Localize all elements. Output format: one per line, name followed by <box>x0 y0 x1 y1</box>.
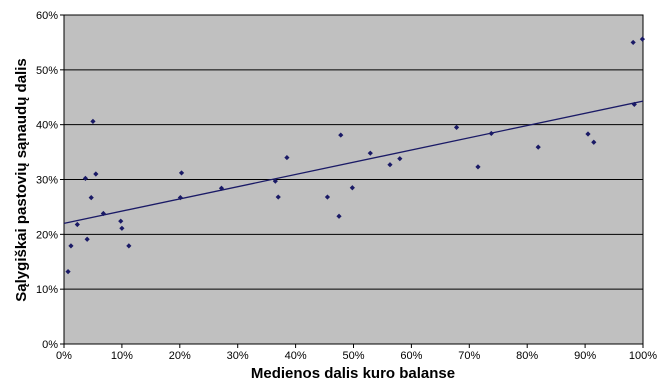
data-point <box>118 218 124 224</box>
data-point <box>475 164 481 170</box>
x-tick-label: 100% <box>629 350 657 362</box>
y-tick-label: 40% <box>36 120 58 132</box>
data-point <box>88 194 94 201</box>
x-tick-label: 60% <box>400 350 422 362</box>
x-tick-label: 30% <box>227 350 249 362</box>
data-point <box>82 175 89 182</box>
data-point <box>397 156 403 162</box>
x-tick-label: 90% <box>574 350 596 362</box>
x-tick-label: 50% <box>342 350 364 362</box>
data-point <box>585 131 591 137</box>
data-points <box>65 36 646 275</box>
data-point <box>90 118 96 124</box>
data-point <box>367 150 373 156</box>
y-tick-label: 50% <box>36 65 58 77</box>
x-tick-label: 40% <box>285 350 307 362</box>
data-point <box>177 194 183 201</box>
data-point <box>336 213 342 219</box>
data-point <box>68 243 74 249</box>
data-point <box>338 132 344 138</box>
data-point <box>275 194 281 200</box>
data-point <box>349 185 355 191</box>
y-axis-ticks: 0% 10% 20% 30% 40% 50% 60% <box>36 10 64 351</box>
x-tick-label: 0% <box>56 350 72 362</box>
data-point <box>453 124 460 131</box>
data-point <box>284 154 290 161</box>
trendline-group <box>63 100 644 225</box>
x-tick-label: 70% <box>458 350 480 362</box>
data-point <box>630 39 636 46</box>
data-point <box>535 144 541 150</box>
data-point <box>631 101 637 107</box>
y-tick-label: 20% <box>36 229 58 241</box>
data-point <box>324 194 331 200</box>
y-tick-label: 60% <box>36 10 58 22</box>
data-point <box>100 210 106 217</box>
data-point <box>639 36 646 42</box>
x-axis-ticks: 0% 10% 20% 30% 40% 50% 60% 70% 80% 90% 100% <box>56 344 657 362</box>
data-point <box>272 178 278 184</box>
y-axis-title: Sąlygiškai pastovių sąnaudų dalis <box>13 58 30 301</box>
data-point <box>387 162 393 168</box>
data-point <box>218 185 225 191</box>
x-tick-label: 80% <box>516 350 538 362</box>
trendline <box>63 100 644 225</box>
x-axis-title: Medienos dalis kuro balanse <box>251 365 455 381</box>
gridlines <box>64 69 643 290</box>
y-tick-label: 10% <box>36 284 58 296</box>
y-tick-label: 30% <box>36 175 58 187</box>
data-point <box>93 171 99 177</box>
x-tick-label: 10% <box>111 350 133 362</box>
data-point <box>488 130 494 137</box>
data-point <box>591 139 597 145</box>
data-point <box>84 236 90 242</box>
data-point <box>178 170 185 176</box>
data-point <box>126 243 132 249</box>
data-point <box>65 269 71 275</box>
y-tick-label: 0% <box>42 339 58 351</box>
data-point <box>74 221 80 228</box>
x-tick-label: 20% <box>169 350 191 362</box>
data-point <box>119 225 125 231</box>
